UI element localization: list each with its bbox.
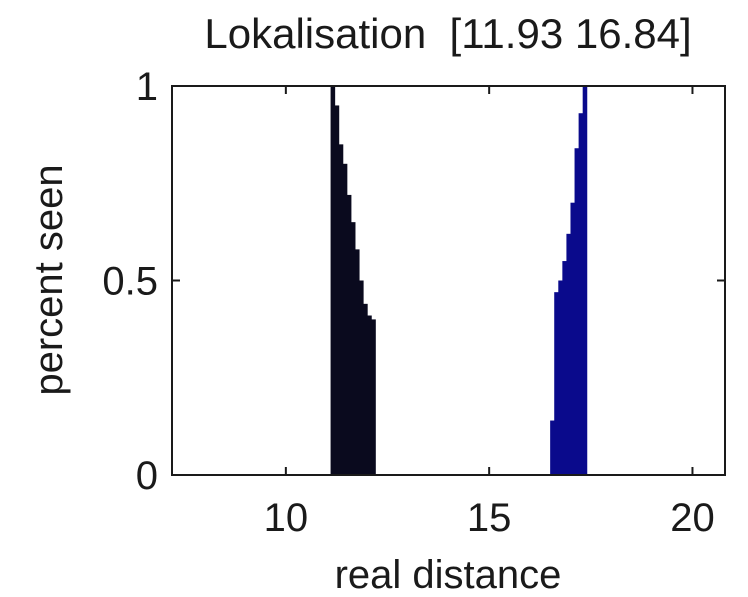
- bar-series-1-4: [342, 163, 348, 476]
- x-tick-label: 10: [264, 496, 309, 540]
- y-tick-label: 0: [136, 454, 158, 498]
- bar-series-1-11: [371, 319, 376, 475]
- y-axis-label: percent seen: [27, 164, 71, 395]
- bar-series-1-9: [363, 303, 368, 475]
- bar-series-2-2: [554, 292, 559, 475]
- bar-series-2-4: [562, 261, 567, 475]
- bar-series-1-5: [346, 194, 352, 476]
- chart-title: Lokalisation [11.93 16.84]: [204, 10, 691, 57]
- bar-series-2-7: [574, 148, 580, 476]
- y-tick-label: 0.5: [102, 260, 158, 304]
- bar-series-2-8: [578, 113, 584, 475]
- bars-layer: [330, 86, 588, 476]
- bar-series-2-6: [570, 202, 576, 475]
- bar-series-1-3: [338, 144, 344, 475]
- y-tick-label: 1: [136, 65, 158, 109]
- bar-series-1-10: [367, 315, 372, 475]
- bar-series-1-7: [354, 249, 360, 475]
- bar-series-1-2: [334, 105, 340, 475]
- bar-series-2-3: [558, 280, 563, 475]
- bar-series-1-8: [359, 280, 364, 475]
- ticks-layer: 10 15 20 0 0.5 1: [102, 65, 725, 540]
- plot-frame: [171, 85, 726, 476]
- x-tick-label: 15: [467, 496, 512, 540]
- bar-series-2-9: [582, 86, 588, 475]
- x-axis-label: real distance: [335, 553, 562, 597]
- bar-series-2-5: [566, 233, 571, 475]
- bar-series-1-1: [330, 86, 336, 475]
- bar-series-2-1: [550, 420, 555, 475]
- bar-series-1-6: [350, 222, 356, 475]
- x-tick-label: 20: [670, 496, 715, 540]
